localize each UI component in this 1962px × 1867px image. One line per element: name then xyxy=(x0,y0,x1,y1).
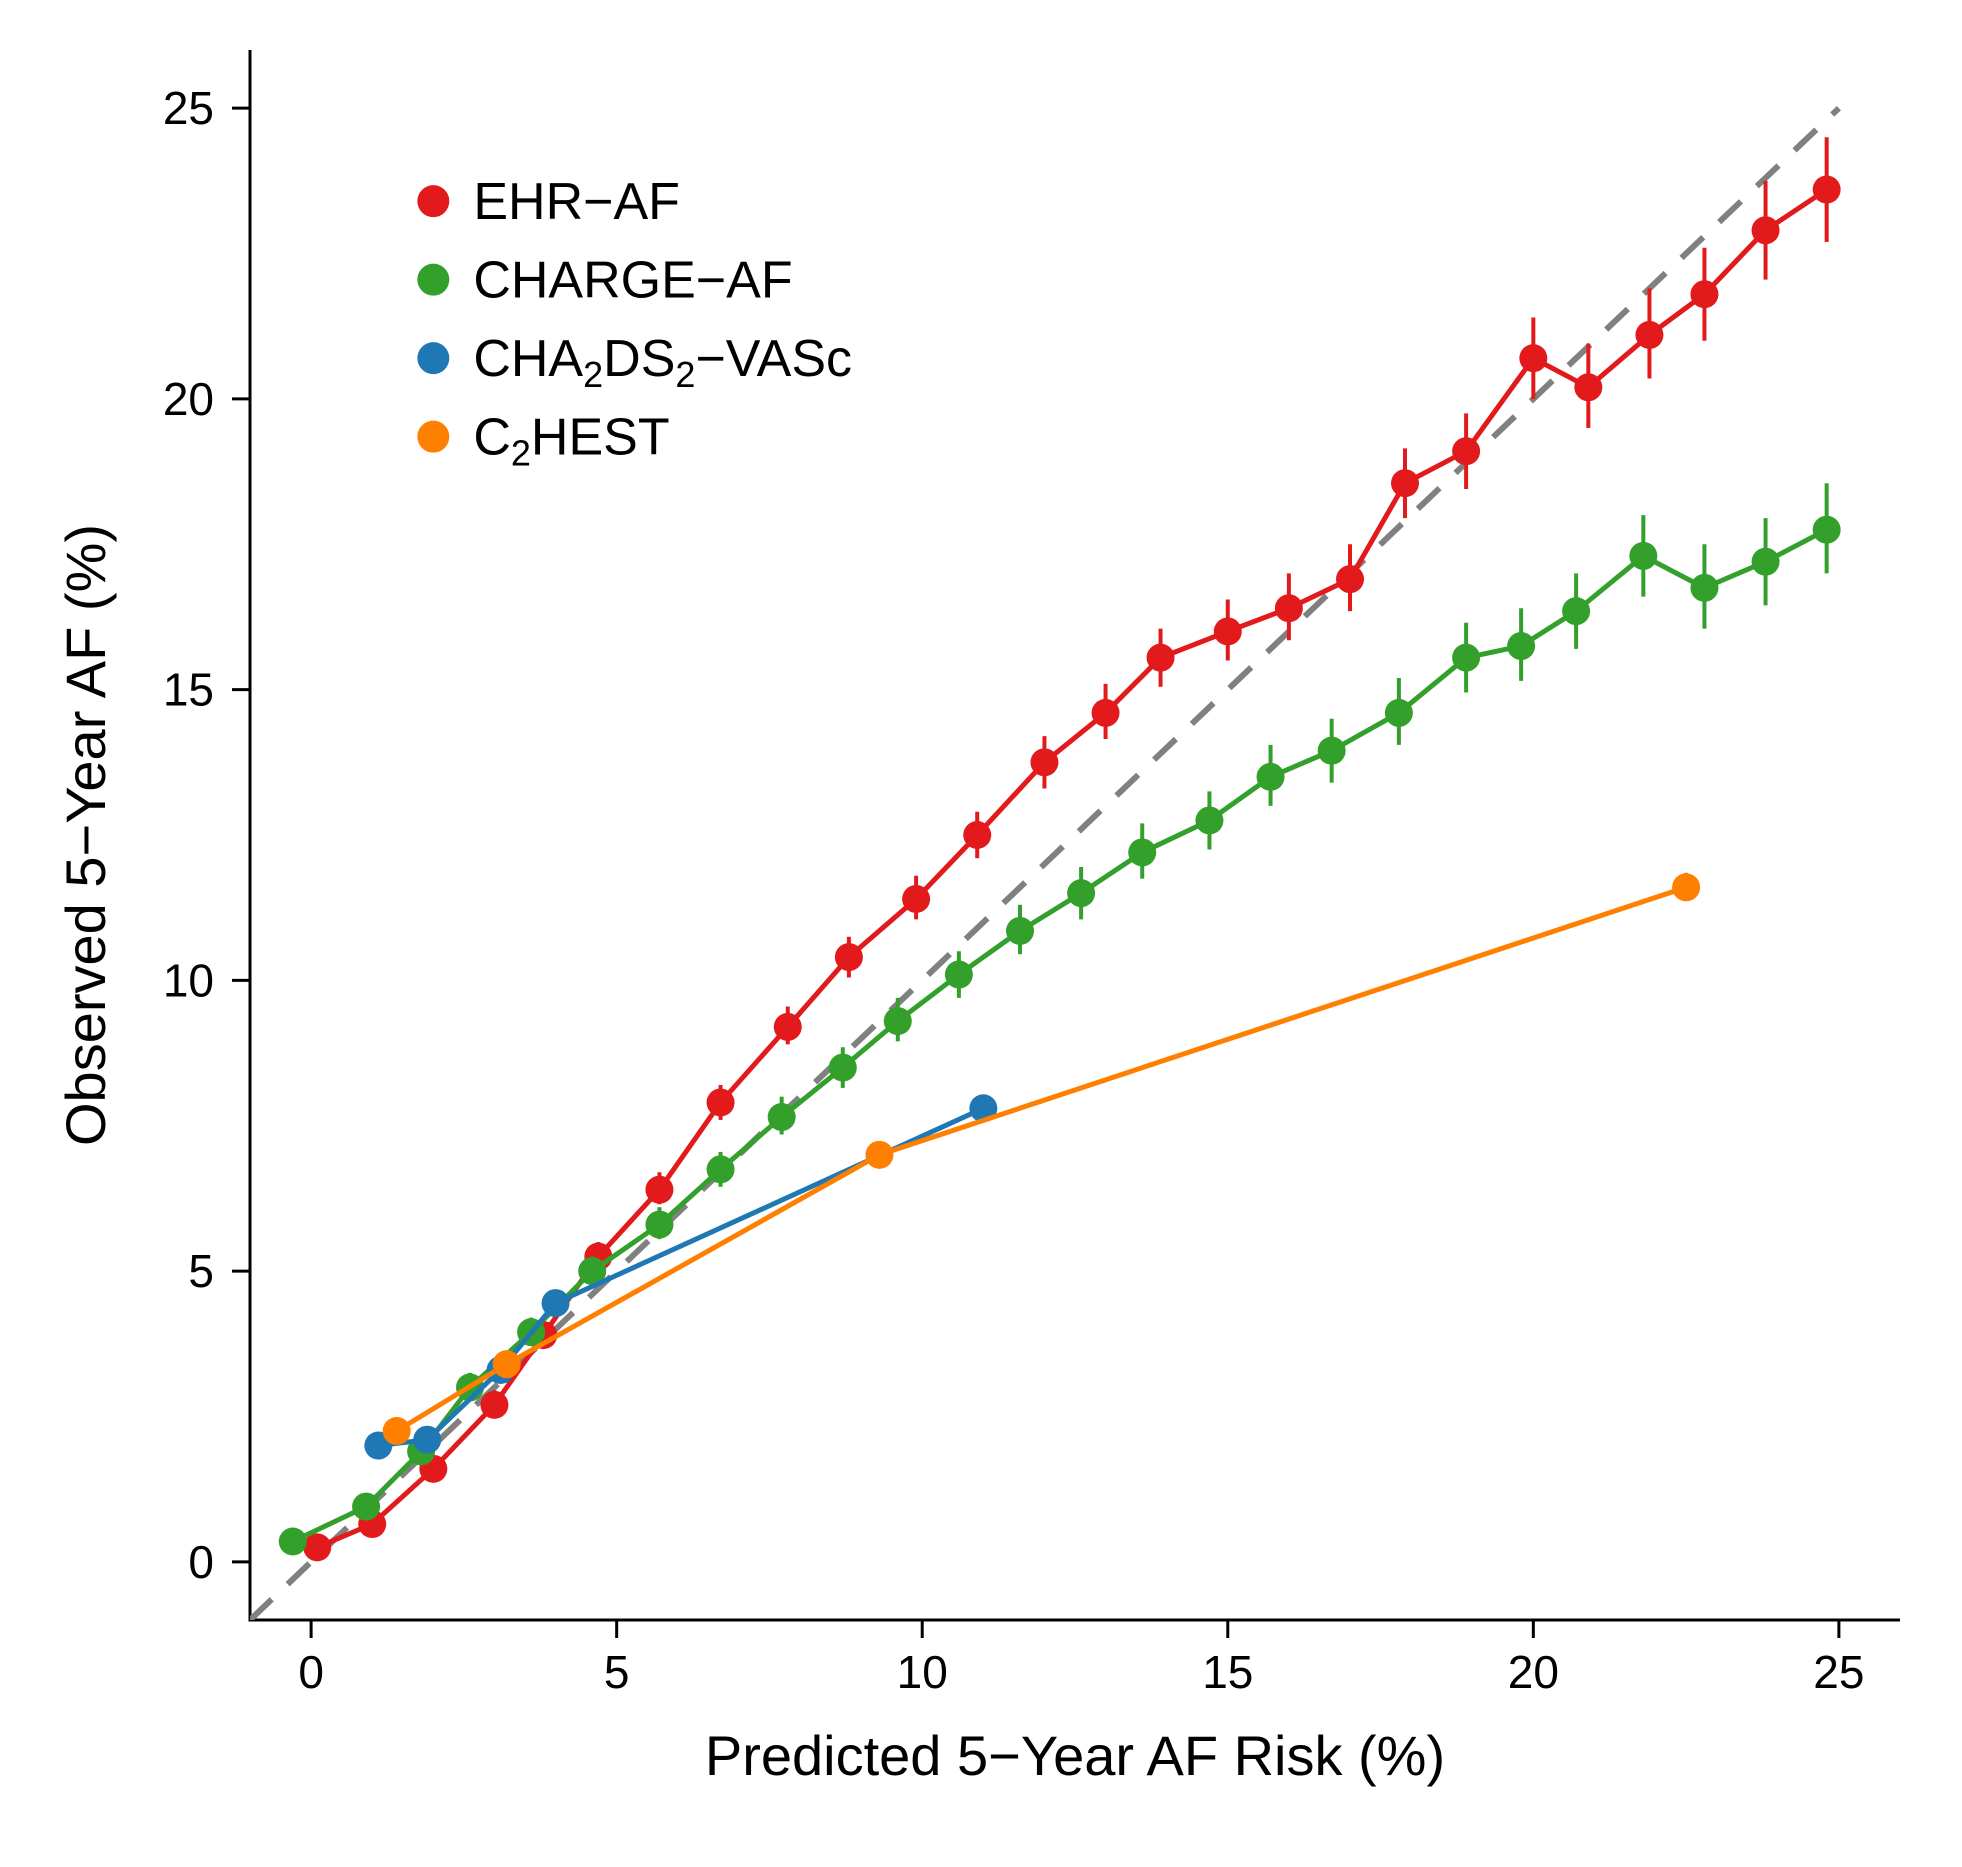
data-point xyxy=(1690,280,1718,308)
data-point xyxy=(383,1417,411,1445)
x-tick-label: 5 xyxy=(604,1646,630,1698)
legend-marker xyxy=(417,264,449,296)
legend-item-cha2ds2-vasc: CHA2DS2−VASc xyxy=(417,330,852,395)
legend-marker xyxy=(417,342,449,374)
legend-marker xyxy=(417,421,449,453)
data-point xyxy=(1752,216,1780,244)
data-point xyxy=(1128,838,1156,866)
data-point xyxy=(303,1533,331,1561)
x-tick-label: 0 xyxy=(298,1646,324,1698)
data-point xyxy=(279,1528,307,1556)
x-tick-label: 10 xyxy=(897,1646,948,1698)
y-axis-title: Observed 5−Year AF (%) xyxy=(54,524,117,1146)
data-point xyxy=(645,1176,673,1204)
data-point xyxy=(352,1493,380,1521)
data-point xyxy=(1574,373,1602,401)
data-point xyxy=(884,1007,912,1035)
data-point xyxy=(707,1155,735,1183)
y-tick-label: 15 xyxy=(163,664,214,716)
data-point xyxy=(542,1289,570,1317)
data-point xyxy=(1672,873,1700,901)
data-point xyxy=(1690,574,1718,602)
y-tick-label: 10 xyxy=(163,954,214,1006)
data-point xyxy=(1275,594,1303,622)
data-point xyxy=(1635,321,1663,349)
y-tick-label: 20 xyxy=(163,373,214,425)
legend-label: EHR−AF xyxy=(473,173,680,231)
data-point xyxy=(1092,699,1120,727)
legend-label: CHARGE−AF xyxy=(473,252,792,310)
data-point xyxy=(1030,748,1058,776)
data-point xyxy=(902,885,930,913)
data-point xyxy=(1385,699,1413,727)
data-point xyxy=(480,1391,508,1419)
data-point xyxy=(1067,879,1095,907)
data-point xyxy=(1336,565,1364,593)
legend-marker xyxy=(417,185,449,217)
data-point xyxy=(1813,176,1841,204)
y-tick-label: 0 xyxy=(188,1536,214,1588)
data-point xyxy=(1452,437,1480,465)
data-point xyxy=(1391,469,1419,497)
x-axis-title: Predicted 5−Year AF Risk (%) xyxy=(705,1724,1445,1787)
data-point xyxy=(963,821,991,849)
legend-label: CHA2DS2−VASc xyxy=(473,330,852,395)
data-point xyxy=(1507,632,1535,660)
y-tick-label: 25 xyxy=(163,82,214,134)
legend-item-charge-af: CHARGE−AF xyxy=(417,252,792,310)
x-tick-label: 20 xyxy=(1508,1646,1559,1698)
data-point xyxy=(1195,806,1223,834)
data-point xyxy=(1629,542,1657,570)
data-point xyxy=(1147,644,1175,672)
data-point xyxy=(645,1211,673,1239)
x-tick-label: 25 xyxy=(1813,1646,1864,1698)
x-tick-label: 15 xyxy=(1202,1646,1253,1698)
data-point xyxy=(1813,516,1841,544)
data-point xyxy=(413,1426,441,1454)
data-point xyxy=(1752,548,1780,576)
data-point xyxy=(1318,737,1346,765)
data-point xyxy=(835,943,863,971)
data-point xyxy=(829,1054,857,1082)
data-point xyxy=(1006,917,1034,945)
calibration-chart: 0 5 10 15 20 25 0 5 10 15 20 25 Predicted 5−Year AF … xyxy=(0,0,1962,1867)
data-point xyxy=(1562,597,1590,625)
y-tick-label: 5 xyxy=(188,1245,214,1297)
data-point xyxy=(493,1350,521,1378)
legend-label: C2HEST xyxy=(473,409,669,474)
data-point xyxy=(1214,617,1242,645)
data-point xyxy=(774,1013,802,1041)
data-point xyxy=(945,961,973,989)
data-point xyxy=(1519,344,1547,372)
data-point xyxy=(1452,644,1480,672)
data-point xyxy=(865,1141,893,1169)
data-point xyxy=(768,1103,796,1131)
chart-svg: 0 5 10 15 20 25 0 5 10 15 20 25 Predicted 5−Year AF … xyxy=(0,0,1962,1867)
data-point xyxy=(1257,763,1285,791)
data-point xyxy=(707,1088,735,1116)
